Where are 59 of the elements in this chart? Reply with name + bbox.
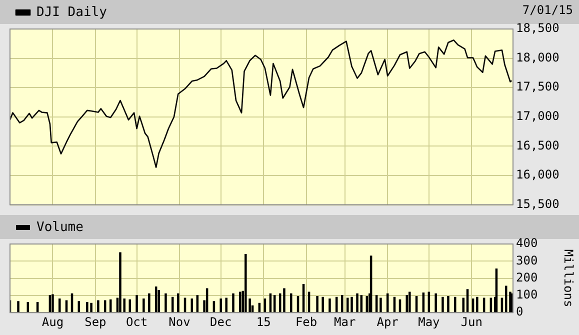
y-tick-label: 16,500 — [516, 138, 560, 152]
bar — [17, 301, 20, 312]
bar — [283, 288, 286, 312]
y-tick-label: 0 — [516, 304, 524, 319]
bar — [232, 293, 234, 312]
bar — [356, 293, 358, 312]
legend-label: DJI Daily — [36, 4, 108, 20]
y-tick-label: 15,500 — [516, 196, 560, 211]
x-tick-label: Apr — [376, 314, 398, 329]
y-tick-label: 17,000 — [516, 109, 560, 124]
bar — [290, 293, 292, 312]
y-tick-label: 100 — [516, 288, 538, 302]
bar — [442, 296, 444, 312]
x-tick-label: Sep — [84, 314, 106, 329]
bar — [239, 292, 242, 312]
bar — [380, 298, 382, 312]
y-tick-label: 18,000 — [516, 50, 560, 64]
bar — [350, 296, 353, 312]
y-axis-title: Millions — [562, 249, 576, 308]
bar — [454, 296, 456, 312]
x-tick-label: Aug — [42, 314, 64, 329]
bar — [90, 302, 92, 312]
bar — [97, 300, 100, 312]
bar — [328, 298, 331, 312]
bar — [447, 296, 450, 312]
y-tick-label: 17,500 — [516, 80, 560, 94]
x-tick-label: Nov — [168, 314, 190, 329]
x-tick-label: Dec — [210, 314, 232, 329]
y-tick-label: 16,000 — [516, 168, 560, 182]
y-tick-label: 18,500 — [516, 21, 560, 36]
y-tick-label: 400 — [516, 236, 538, 250]
x-tick-label: Oct — [126, 314, 148, 329]
bar — [408, 292, 411, 312]
y-tick-label: 300 — [516, 253, 538, 268]
bar — [434, 293, 437, 312]
bar — [476, 296, 478, 312]
bar — [52, 294, 54, 312]
bar — [225, 298, 228, 312]
x-tick-label: Jun — [460, 314, 482, 329]
text: 7/01/15 — [522, 3, 573, 18]
bar — [244, 254, 247, 312]
bar — [86, 302, 88, 312]
bar — [176, 293, 180, 312]
bar — [142, 298, 145, 312]
legend-label: Volume — [36, 220, 84, 235]
bar — [164, 293, 167, 312]
bar — [220, 298, 222, 312]
bar — [136, 295, 138, 312]
x-tick-label: May — [418, 314, 440, 329]
bar — [346, 298, 349, 312]
bar — [316, 296, 318, 312]
bar — [322, 296, 324, 312]
bar — [148, 293, 150, 312]
x-tick-label: Mar — [334, 314, 356, 329]
x-tick-label: 15 — [256, 314, 271, 329]
y-tick-label: 200 — [516, 270, 538, 284]
x-tick-label: Feb — [295, 314, 318, 329]
bar — [158, 290, 160, 312]
bar — [119, 252, 122, 312]
